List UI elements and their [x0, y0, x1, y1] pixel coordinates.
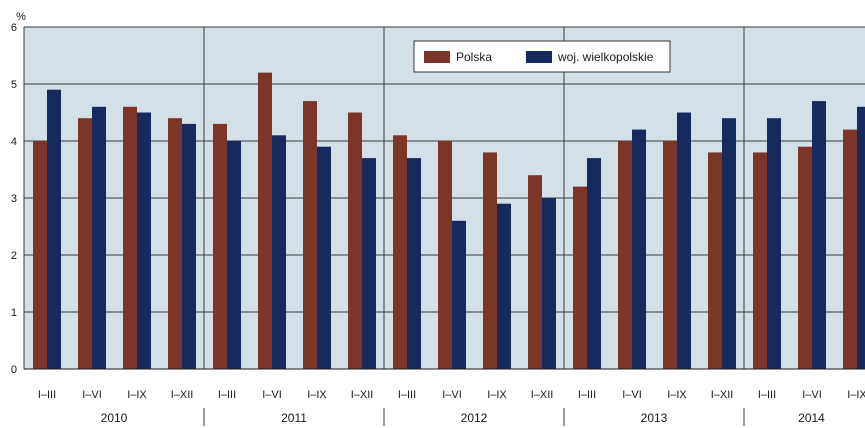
y-tick-label: 2: [11, 250, 17, 262]
bars: [33, 72, 865, 370]
year-label: 2010: [101, 411, 128, 425]
y-axis-labels: 0 1 2 3 4 5 6: [11, 22, 17, 376]
x-tick-label: I–XII: [171, 389, 194, 401]
bar-wielkopolskie: [407, 158, 421, 369]
bar-polska: [348, 112, 362, 369]
year-label: 2013: [641, 411, 668, 425]
bar-wielkopolskie: [137, 112, 151, 369]
x-tick-label: I–VI: [82, 389, 102, 401]
x-tick-label: I–III: [218, 389, 236, 401]
bar-polska: [168, 118, 182, 369]
bar-polska: [528, 175, 542, 369]
bar-wielkopolskie: [362, 158, 376, 369]
legend: Polska woj. wielkopolskie: [413, 40, 671, 73]
x-axis-labels: I–III I–VI I–IX I–XII I–III I–VI I–IX I–XII I–II…: [38, 389, 865, 401]
x-tick-label: I–III: [758, 389, 776, 401]
bar-polska: [123, 106, 137, 370]
x-tick-label: I–XII: [531, 389, 554, 401]
bar-polska: [708, 152, 722, 369]
bar-polska: [438, 141, 452, 369]
bar-polska: [258, 72, 272, 369]
bar-wielkopolskie: [587, 158, 601, 369]
y-tick-label: 0: [11, 364, 17, 376]
bar-wielkopolskie: [92, 106, 106, 370]
bar-wielkopolskie: [677, 112, 691, 369]
y-axis-unit: %: [16, 11, 26, 23]
bar-polska: [78, 118, 92, 369]
legend-label-wielkopolskie: woj. wielkopolskie: [557, 50, 654, 64]
year-label: 2014: [798, 411, 825, 425]
bar-polska: [393, 135, 407, 369]
bar-polska: [303, 101, 317, 369]
bar-wielkopolskie: [272, 135, 286, 369]
year-separators: [203, 27, 745, 426]
year-label: 2012: [461, 411, 488, 425]
bar-wielkopolskie: [227, 141, 241, 369]
bar-wielkopolskie: [542, 198, 556, 369]
year-labels: 2010 2011 2012 2013 2014: [101, 411, 826, 425]
legend-label-polska: Polska: [456, 50, 492, 64]
x-tick-label: I–XII: [351, 389, 374, 401]
bar-wielkopolskie: [857, 106, 865, 370]
bar-wielkopolskie: [722, 118, 736, 369]
bar-wielkopolskie: [182, 123, 196, 370]
x-tick-label: I–VI: [262, 389, 282, 401]
year-label: 2011: [281, 411, 307, 425]
x-tick-label: I–III: [578, 389, 596, 401]
bar-polska: [843, 129, 857, 369]
x-tick-label: I–VI: [442, 389, 462, 401]
bar-polska: [618, 141, 632, 369]
x-tick-label: I–IX: [307, 389, 327, 401]
legend-swatch-wielkopolskie: [526, 51, 552, 63]
bar-wielkopolskie: [632, 129, 646, 369]
y-tick-label: 5: [11, 79, 17, 91]
x-tick-label: I–VI: [802, 389, 822, 401]
bar-polska: [663, 141, 677, 369]
bar-wielkopolskie: [812, 101, 826, 369]
bar-polska: [213, 123, 227, 370]
y-tick-label: 3: [11, 193, 17, 205]
x-tick-label: I–IX: [667, 389, 687, 401]
x-tick-label: I–XII: [711, 389, 734, 401]
y-tick-label: 1: [11, 307, 17, 319]
y-tick-label: 6: [11, 22, 17, 34]
x-tick-label: I–VI: [622, 389, 642, 401]
x-tick-label: I–III: [38, 389, 56, 401]
bar-wielkopolskie: [452, 220, 466, 369]
bar-polska: [483, 152, 497, 369]
x-tick-label: I–IX: [847, 389, 865, 401]
x-tick-label: I–IX: [487, 389, 507, 401]
bar-polska: [798, 146, 812, 369]
bar-wielkopolskie: [317, 146, 331, 369]
bar-polska: [33, 141, 47, 369]
bar-polska: [753, 152, 767, 369]
y-tick-label: 4: [11, 136, 17, 148]
bar-wielkopolskie: [767, 118, 781, 369]
x-tick-label: I–III: [398, 389, 416, 401]
bar-polska: [573, 186, 587, 369]
x-tick-label: I–IX: [127, 389, 147, 401]
bar-wielkopolskie: [497, 203, 511, 369]
bar-wielkopolskie: [47, 89, 61, 369]
legend-swatch-polska: [424, 51, 450, 63]
